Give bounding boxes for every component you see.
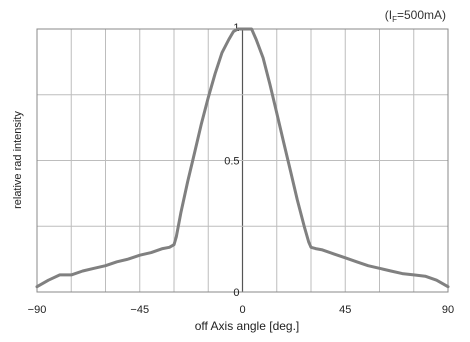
x-tick-label: −45 <box>130 304 149 316</box>
y-tick-label: 0 <box>233 287 239 299</box>
x-tick-label: −90 <box>28 304 47 316</box>
grid-layer <box>36 28 449 293</box>
tick-labels: −90 −45 0 45 90 0 0.5 1 <box>28 22 454 316</box>
x-axis-label: off Axis angle [deg.] <box>195 319 300 333</box>
y-tick-label: 1 <box>233 22 239 34</box>
y-axis-label: relative rad intensity <box>12 111 24 209</box>
current-annotation: (IF=500mA) <box>385 8 446 24</box>
x-tick-label: 0 <box>239 304 245 316</box>
x-tick-label: 45 <box>339 304 351 316</box>
x-tick-label: 90 <box>442 304 454 316</box>
series-layer <box>35 27 450 289</box>
y-tick-label: 0.5 <box>224 156 239 168</box>
intensity-curve <box>35 27 450 289</box>
